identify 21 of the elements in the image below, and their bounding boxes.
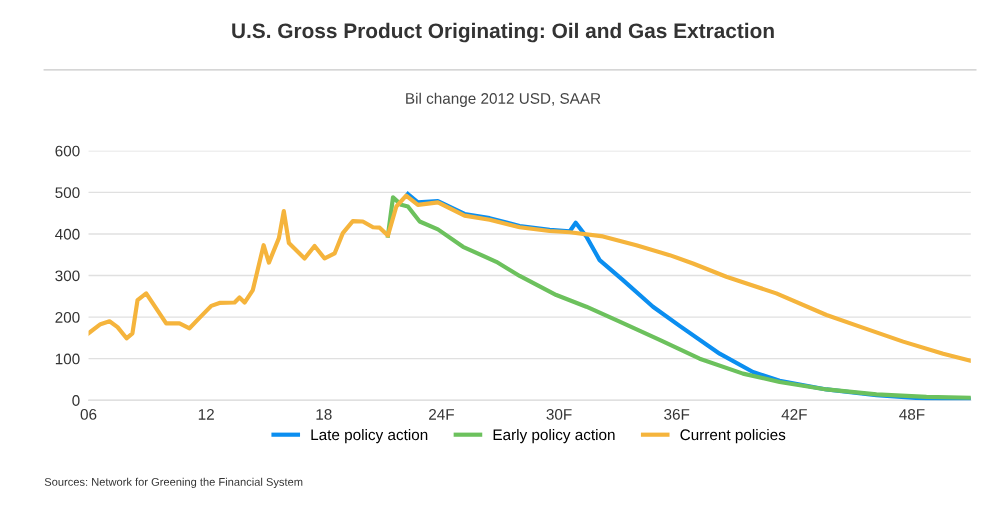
legend-label: Current policies (680, 428, 786, 444)
chart-subtitle: Bil change 2012 USD, SAAR (406, 92, 601, 107)
x-tick-label: 24F (429, 408, 454, 420)
y-tick-label: 400 (55, 228, 80, 240)
y-tick-label: 100 (55, 353, 80, 365)
legend-label: Late policy action (311, 428, 428, 444)
y-tick-label: 300 (55, 270, 80, 282)
y-tick-label: 500 (55, 187, 80, 199)
legend-label: Early policy action (493, 428, 615, 444)
y-tick-label: 0 (72, 395, 80, 406)
y-tick-label: 600 (55, 145, 80, 157)
x-tick-label: 42F (781, 408, 807, 420)
x-tick-label: 12 (198, 408, 214, 420)
chart-title: U.S. Gross Product Originating: Oil and Gas Extraction (232, 22, 774, 43)
source-note: Sources: Network for Greening the Financial System (44, 477, 303, 489)
x-tick-label: 06 (80, 408, 97, 420)
y-tick-label: 200 (55, 311, 80, 323)
x-tick-label: 48F (899, 408, 925, 420)
x-tick-label: 18 (316, 408, 332, 420)
x-tick-label: 30F (546, 408, 572, 420)
x-tick-label: 36F (664, 408, 690, 420)
